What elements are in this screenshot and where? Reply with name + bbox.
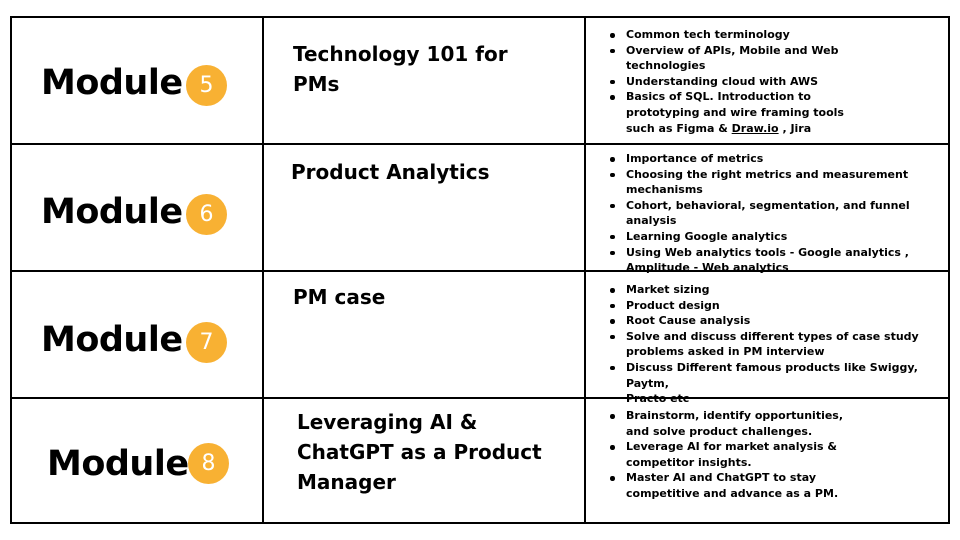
- module-title: Technology 101 for PMs: [293, 42, 508, 96]
- module-row-8: Module 8 Leveraging AI & ChatGPT as a Pro…: [12, 397, 948, 522]
- topic-item: Overview of APIs, Mobile and Web technolo…: [610, 43, 844, 74]
- module-cell: Module 8: [12, 399, 262, 522]
- module-number-badge: 5: [186, 65, 227, 106]
- topic-item: Market sizing: [610, 282, 948, 298]
- module-title: Product Analytics: [291, 160, 490, 184]
- topic-item: Common tech terminology: [610, 27, 844, 43]
- module-label: Module: [41, 320, 183, 360]
- module-cell: Module 6: [12, 145, 262, 270]
- topic-list: Market sizing Product design Root Cause …: [598, 282, 948, 407]
- module-topics-cell: Importance of metrics Choosing the right…: [586, 145, 948, 274]
- module-topics-cell: Market sizing Product design Root Cause …: [586, 272, 948, 405]
- drawio-link[interactable]: Draw.io: [731, 121, 779, 135]
- topic-item: Choosing the right metrics and measureme…: [610, 167, 948, 198]
- topic-list: Brainstorm, identify opportunities, and s…: [598, 408, 843, 502]
- module-cell: Module 7: [12, 272, 262, 397]
- topic-item: Solve and discuss different types of cas…: [610, 329, 948, 360]
- topic-item: Importance of metrics: [610, 151, 948, 167]
- topic-list: Importance of metrics Choosing the right…: [598, 151, 948, 276]
- topic-item: Cohort, behavioral, segmentation, and fu…: [610, 198, 948, 229]
- topic-item: Root Cause analysis: [610, 313, 948, 329]
- module-row-6: Module 6 Product Analytics Importance of…: [12, 143, 948, 274]
- topic-item: Product design: [610, 298, 948, 314]
- module-label: Module: [47, 444, 189, 484]
- module-topics-cell: Brainstorm, identify opportunities, and s…: [586, 399, 948, 522]
- module-cell: Module 5: [12, 18, 262, 145]
- module-row-7: Module 7 PM case Market sizing Product d…: [12, 270, 948, 405]
- module-number-badge: 7: [186, 322, 227, 363]
- topic-item: Brainstorm, identify opportunities, and s…: [609, 409, 844, 438]
- topic-item: Basics of SQL. Introduction to prototypin…: [610, 90, 844, 135]
- topic-item: Master AI and ChatGPT to stay competitive…: [609, 470, 843, 501]
- module-title: Leveraging AI & ChatGPT as a Product Manag…: [297, 410, 542, 494]
- module-label: Module: [41, 63, 183, 103]
- module-title-cell: PM case: [264, 272, 584, 397]
- topic-item: Discuss Different famous products like S…: [610, 360, 948, 407]
- module-topics-cell: Common tech terminology Overview of APIs…: [586, 18, 948, 145]
- module-label: Module: [41, 192, 183, 232]
- curriculum-table: Module 5 Technology 101 for PMs Common te…: [10, 16, 950, 524]
- topic-list: Common tech terminology Overview of APIs…: [598, 27, 844, 136]
- topic-item: Leverage AI for market analysis & competi…: [609, 439, 843, 470]
- module-title-cell: Leveraging AI & ChatGPT as a Product Manag…: [264, 399, 584, 522]
- topic-item: Learning Google analytics: [610, 229, 948, 245]
- topic-item: Understanding cloud with AWS: [610, 74, 844, 90]
- module-number-badge: 6: [186, 194, 227, 235]
- module-title: PM case: [293, 285, 386, 309]
- module-title-cell: Technology 101 for PMs: [264, 18, 584, 145]
- module-row-5: Module 5 Technology 101 for PMs Common te…: [12, 18, 948, 145]
- module-title-cell: Product Analytics: [264, 145, 584, 270]
- module-number-badge: 8: [188, 443, 229, 484]
